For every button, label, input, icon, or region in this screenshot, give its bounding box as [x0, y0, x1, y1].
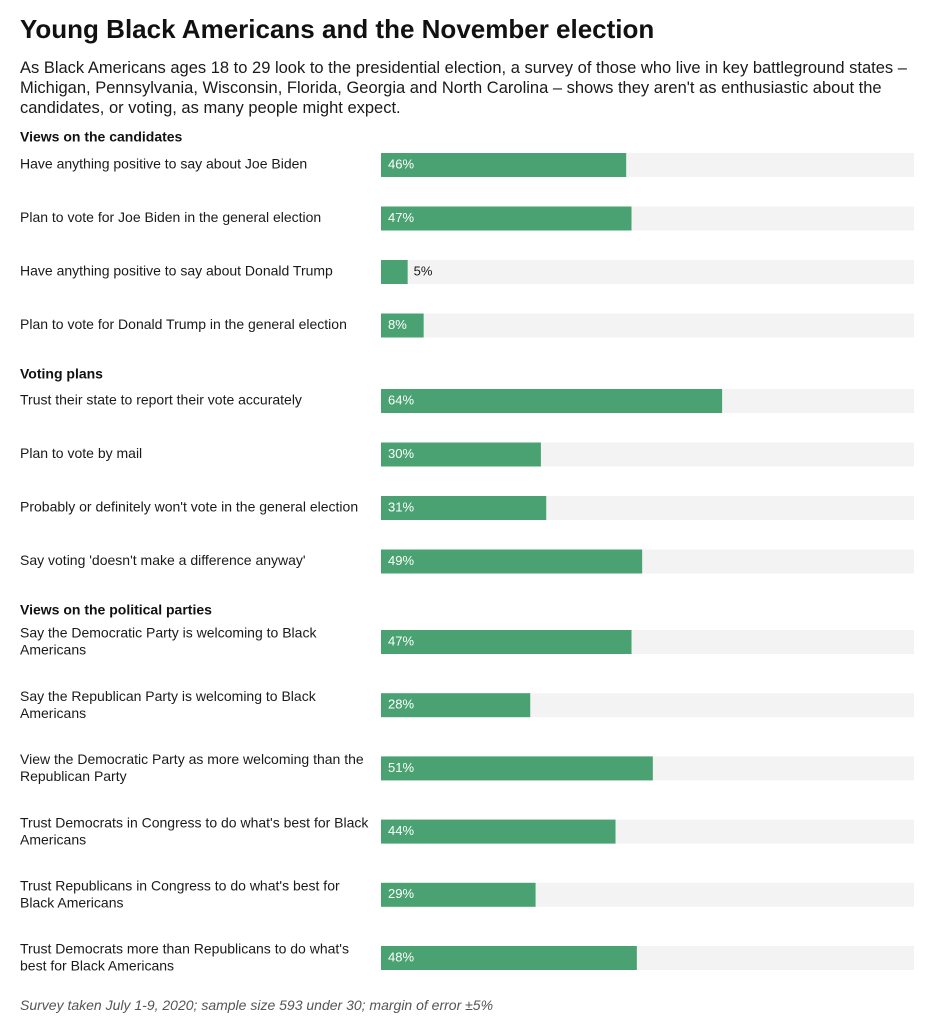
category-label: Trust Republicans in Congress to do what…	[20, 878, 340, 911]
category-label: Have anything positive to say about Dona…	[20, 263, 333, 279]
value-label: 31%	[388, 499, 414, 514]
bar	[381, 260, 408, 284]
group-header: Views on the candidates	[20, 129, 183, 145]
bar	[381, 549, 643, 574]
bar	[381, 389, 723, 413]
bar-track	[381, 260, 914, 284]
bar	[381, 946, 637, 970]
category-label: Plan to vote by mail	[20, 445, 142, 461]
group-header: Views on the political parties	[20, 602, 212, 618]
bar	[381, 882, 536, 907]
value-label: 8%	[388, 317, 407, 332]
group-header: Voting plans	[20, 366, 103, 382]
bar	[381, 206, 632, 231]
category-label: Have anything positive to say about Joe …	[20, 156, 307, 172]
value-label: 29%	[388, 886, 414, 901]
category-label: Plan to vote for Joe Biden in the genera…	[20, 209, 321, 225]
bar	[381, 819, 616, 844]
bar	[381, 693, 531, 718]
value-label: 5%	[414, 263, 433, 278]
category-label: Trust Democrats more than Republicans to…	[20, 941, 349, 974]
chart-subtitle: As Black Americans ages 18 to 29 look to…	[20, 59, 907, 117]
bar	[381, 153, 627, 177]
footnote: Survey taken July 1-9, 2020; sample size…	[20, 997, 494, 1013]
value-label: 30%	[388, 446, 414, 461]
value-label: 44%	[388, 823, 414, 838]
category-label: View the Democratic Party as more welcom…	[20, 751, 364, 784]
category-label: Probably or definitely won't vote in the…	[20, 499, 358, 515]
value-label: 49%	[388, 553, 414, 568]
category-label: Plan to vote for Donald Trump in the gen…	[20, 316, 347, 332]
bar	[381, 442, 541, 467]
chart-title: Young Black Americans and the November e…	[20, 14, 655, 44]
bar-track	[381, 313, 914, 338]
value-label: 51%	[388, 760, 414, 775]
value-label: 46%	[388, 156, 414, 171]
value-label: 28%	[388, 697, 414, 712]
bar	[381, 756, 653, 781]
value-label: 48%	[388, 949, 414, 964]
bar	[381, 496, 547, 520]
value-label: 47%	[388, 633, 414, 648]
value-label: 47%	[388, 210, 414, 225]
category-label: Trust their state to report their vote a…	[20, 392, 302, 408]
category-label: Say voting 'doesn't make a difference an…	[20, 552, 306, 568]
category-label: Say the Democratic Party is welcoming to…	[20, 625, 317, 658]
category-label: Trust Democrats in Congress to do what's…	[20, 814, 369, 847]
value-label: 64%	[388, 392, 414, 407]
bar	[381, 630, 632, 654]
bar	[381, 313, 424, 338]
category-label: Say the Republican Party is welcoming to…	[20, 688, 317, 721]
